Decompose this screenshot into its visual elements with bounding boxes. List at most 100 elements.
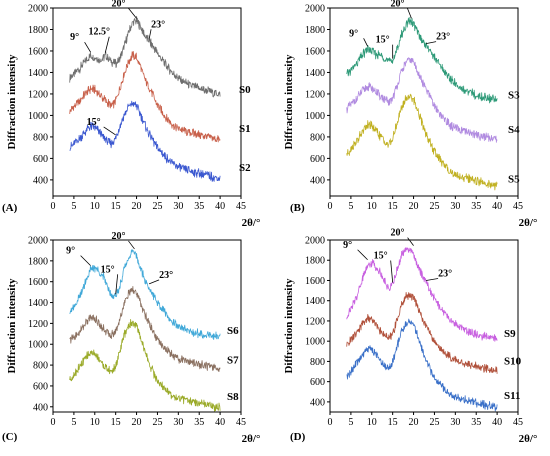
peak-annotation: 15° <box>374 251 388 262</box>
x-tick-label: 10 <box>367 201 377 212</box>
x-tick-label: 35 <box>471 201 481 212</box>
series-label-s4: S4 <box>508 124 520 136</box>
x-tick-label: 45 <box>236 201 246 212</box>
x-tick-label: 25 <box>429 201 439 212</box>
x-axis-title: 2θ/° <box>242 217 261 229</box>
annotation-pointer <box>357 249 368 261</box>
annotation-pointer <box>363 38 368 47</box>
x-tick-label: 10 <box>90 201 100 212</box>
peak-annotation: 9° <box>343 240 352 251</box>
y-tick-label: 1600 <box>305 46 325 57</box>
series-label-s6: S6 <box>227 325 239 337</box>
x-tick-label: 5 <box>348 201 353 212</box>
series-label-s1: S1 <box>239 123 251 135</box>
x-tick-label: 35 <box>471 417 481 428</box>
plot-frame <box>52 239 242 413</box>
x-tick-label: 15 <box>388 201 398 212</box>
y-tick-label: 1000 <box>28 340 48 351</box>
x-tick-label: 45 <box>513 417 523 428</box>
peak-annotation: 20° <box>391 228 405 239</box>
x-tick-label: 45 <box>513 201 523 212</box>
peak-annotation: 15° <box>376 35 390 46</box>
x-tick-label: 15 <box>388 417 398 428</box>
series-line-s11 <box>346 318 498 412</box>
plot-frame <box>52 7 242 197</box>
y-tick-label: 1200 <box>305 316 325 327</box>
peak-annotation: 15° <box>87 117 101 128</box>
peak-annotation: 9° <box>66 246 75 257</box>
x-axis-title: 2θ/° <box>519 217 538 229</box>
y-tick-label: 1600 <box>28 46 48 57</box>
y-tick-label: 1600 <box>28 277 48 288</box>
x-tick-label: 45 <box>236 417 246 428</box>
series-line-s1 <box>69 51 221 143</box>
y-tick-label: 400 <box>310 175 325 186</box>
x-tick-label: 20 <box>132 417 142 428</box>
series-label-s11: S11 <box>504 390 521 402</box>
x-tick-label: 40 <box>492 417 502 428</box>
x-axis-title: 2θ/° <box>242 433 261 445</box>
series-line-s0 <box>69 15 221 98</box>
peak-annotation: 23° <box>159 270 173 281</box>
annotation-pointer <box>407 8 412 19</box>
x-tick-label: 0 <box>328 201 333 212</box>
y-tick-label: 1400 <box>305 296 325 307</box>
peak-annotation: 23° <box>436 32 450 43</box>
x-tick-label: 30 <box>450 417 460 428</box>
y-axis-title: Diffraction intensity <box>6 54 18 150</box>
x-tick-label: 40 <box>215 201 225 212</box>
x-tick-label: 5 <box>348 417 353 428</box>
y-tick-label: 2000 <box>305 236 325 247</box>
annotation-pointer <box>128 8 137 19</box>
series-label-s5: S5 <box>508 173 520 185</box>
y-tick-label: 1800 <box>305 256 325 267</box>
series-label-s8: S8 <box>227 391 239 403</box>
plot-frame <box>329 239 519 413</box>
y-tick-label: 600 <box>310 377 325 388</box>
peak-annotation: 20° <box>390 0 404 9</box>
y-axis-title: Diffraction intensity <box>6 278 18 374</box>
series-line-s5 <box>346 93 498 191</box>
series-label-s7: S7 <box>227 354 239 366</box>
x-tick-label: 25 <box>152 201 162 212</box>
x-tick-label: 0 <box>51 417 56 428</box>
series-line-s6 <box>69 249 221 341</box>
peak-annotation: 15° <box>101 264 115 275</box>
y-tick-label: 1800 <box>305 25 325 36</box>
y-tick-label: 400 <box>33 175 48 186</box>
y-tick-label: 1800 <box>28 25 48 36</box>
x-tick-label: 15 <box>111 201 121 212</box>
y-tick-label: 800 <box>33 132 48 143</box>
y-tick-label: 1200 <box>28 319 48 330</box>
annotation-pointer <box>426 41 437 44</box>
series-label-s3: S3 <box>508 89 520 101</box>
x-tick-label: 40 <box>492 201 502 212</box>
peak-annotation: 23° <box>438 268 452 279</box>
y-tick-label: 1200 <box>305 89 325 100</box>
y-tick-label: 600 <box>33 154 48 165</box>
x-tick-label: 20 <box>409 201 419 212</box>
x-tick-label: 35 <box>194 417 204 428</box>
annotation-pointer <box>148 279 160 285</box>
peak-annotation: 9° <box>70 32 79 43</box>
y-tick-label: 1400 <box>305 68 325 79</box>
panel-letter: (A) <box>2 202 18 214</box>
series-label-s9: S9 <box>504 328 516 340</box>
peak-annotation: 23° <box>151 19 165 30</box>
x-tick-label: 10 <box>90 417 100 428</box>
annotation-pointer <box>104 36 110 53</box>
annotation-pointer <box>407 237 414 246</box>
panel-letter: (D) <box>290 431 306 443</box>
x-tick-label: 15 <box>111 417 121 428</box>
x-tick-label: 20 <box>132 201 142 212</box>
y-tick-label: 1400 <box>28 298 48 309</box>
series-label-s2: S2 <box>239 162 251 174</box>
x-tick-label: 0 <box>51 201 56 212</box>
x-tick-label: 30 <box>450 201 460 212</box>
y-tick-label: 1400 <box>28 68 48 79</box>
y-tick-label: 2000 <box>28 236 48 247</box>
y-tick-label: 1000 <box>305 337 325 348</box>
x-tick-label: 30 <box>173 417 183 428</box>
series-line-s2 <box>69 100 221 182</box>
x-tick-label: 0 <box>328 417 333 428</box>
